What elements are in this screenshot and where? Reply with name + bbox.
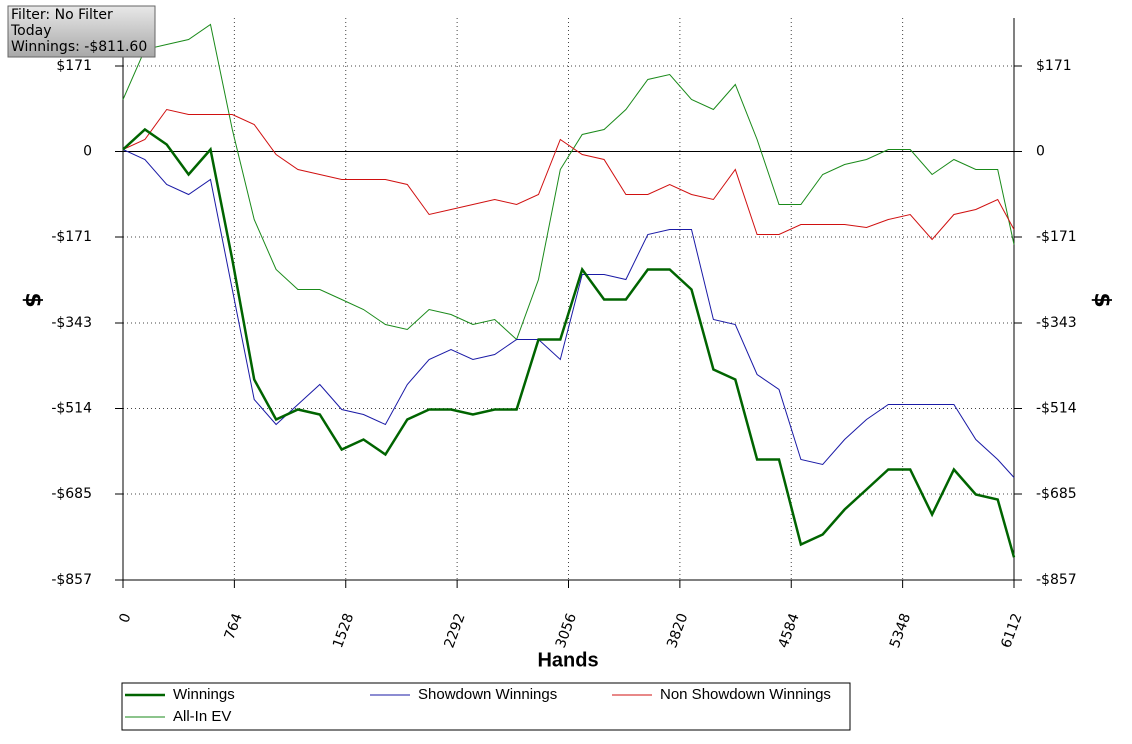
x-tick-label: 3820 xyxy=(664,611,691,650)
y-tick-label: 0 xyxy=(83,144,92,160)
x-tick-label: 764 xyxy=(222,611,246,642)
legend-label: Showdown Winnings xyxy=(418,686,557,703)
y-axis-label: $ xyxy=(20,292,45,307)
x-tick-label: 4584 xyxy=(776,611,803,650)
info-line: Today xyxy=(10,23,52,39)
legend-box xyxy=(121,682,851,731)
series-line xyxy=(122,127,1016,558)
y-tick-label: -$343 xyxy=(51,315,92,331)
y-tick-label: $171 xyxy=(56,58,92,74)
series-line xyxy=(122,108,1015,241)
x-tick-label: 5348 xyxy=(887,611,914,650)
x-tick-label: 1528 xyxy=(330,611,357,650)
legend-label: Non Showdown Winnings xyxy=(660,686,831,703)
x-tick-label: 0 xyxy=(116,611,134,625)
y-tick-label: -$685 xyxy=(51,486,92,502)
y2-tick-label: -$343 xyxy=(1036,315,1077,331)
y2-tick-label: $171 xyxy=(1036,58,1072,74)
x-tick-label: 6112 xyxy=(998,611,1025,650)
y-tick-label: -$171 xyxy=(51,229,92,245)
y2-tick-label: 0 xyxy=(1036,144,1045,160)
info-line: Filter: No Filter xyxy=(11,7,113,23)
series-line xyxy=(122,149,1015,478)
info-line: Winnings: -$811.60 xyxy=(11,39,147,55)
y-tick-label: -$514 xyxy=(51,401,92,417)
info-box xyxy=(7,5,156,58)
legend-label: All-In EV xyxy=(173,708,231,725)
y2-tick-label: -$857 xyxy=(1036,572,1077,588)
series-line xyxy=(122,23,1015,341)
x-axis-label: Hands xyxy=(537,649,598,671)
y2-tick-label: -$514 xyxy=(1036,401,1077,417)
x-tick-label: 3056 xyxy=(553,611,580,650)
x-tick-label: 2292 xyxy=(441,611,468,650)
legend-label: Winnings xyxy=(173,686,235,703)
y2-tick-label: -$171 xyxy=(1036,229,1077,245)
y-tick-label: -$857 xyxy=(51,572,92,588)
y2-axis-label: $ xyxy=(1089,292,1114,307)
y2-tick-label: -$685 xyxy=(1036,486,1077,502)
